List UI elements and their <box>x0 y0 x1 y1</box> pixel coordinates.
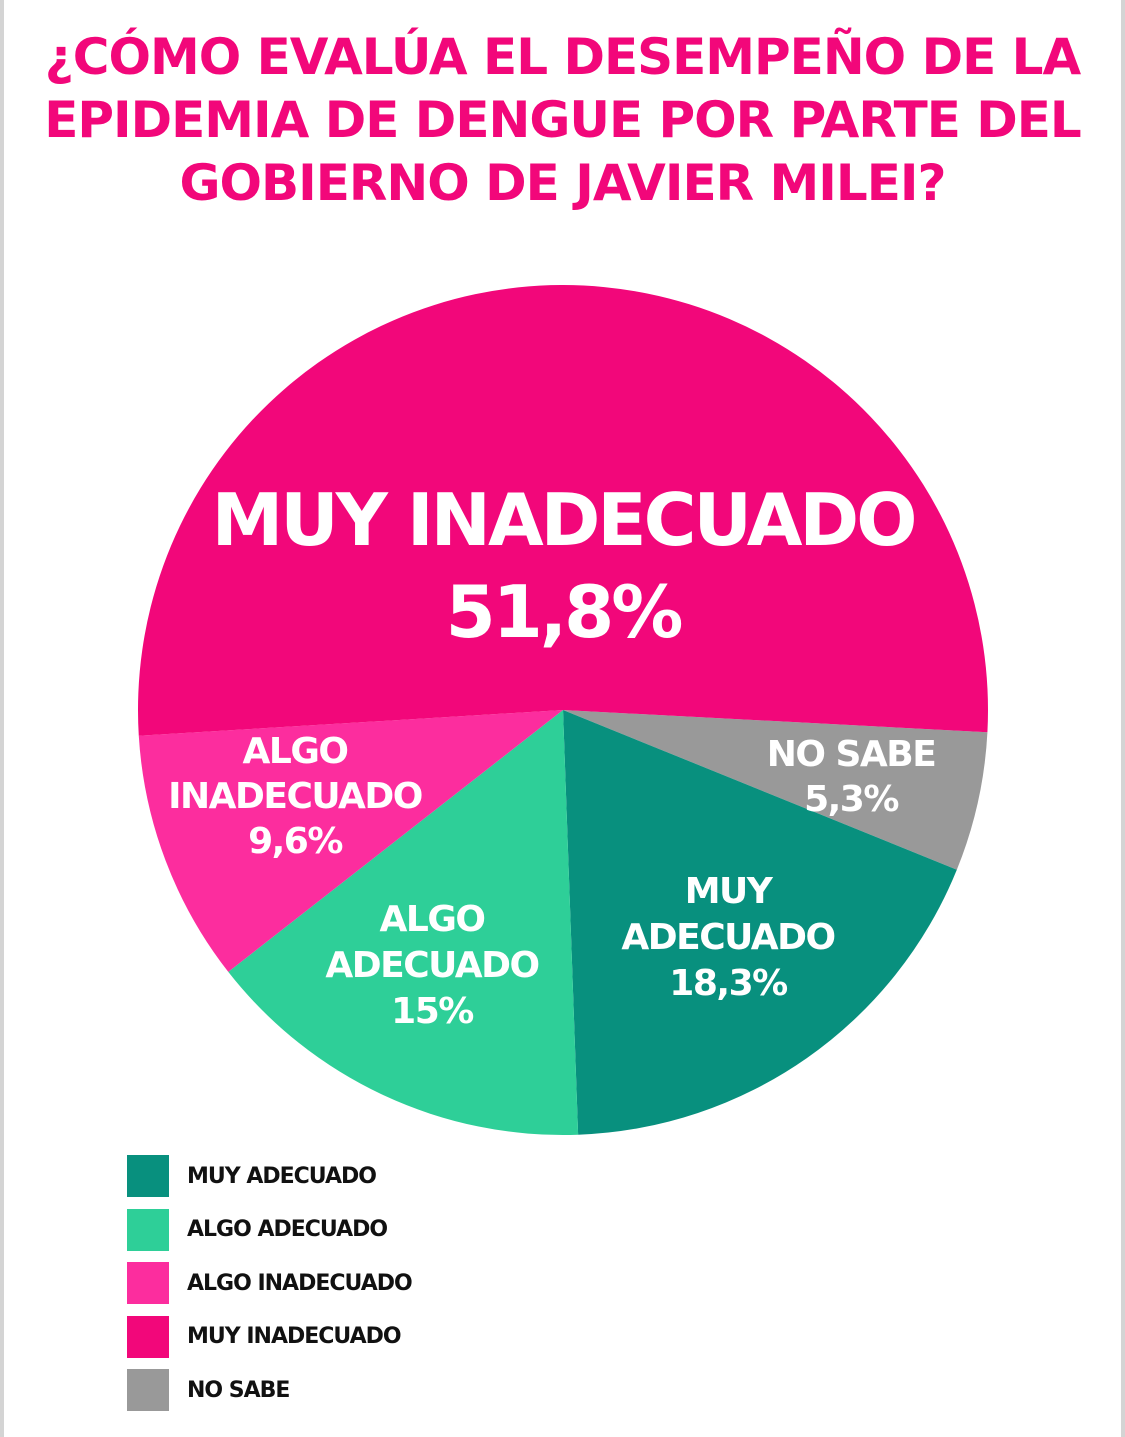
legend-label-algo-adecuado: ALGO ADECUADO <box>187 1217 388 1242</box>
slice-value-label: 9,6% <box>248 821 342 862</box>
legend-label-no-sabe: NO SABE <box>187 1377 290 1403</box>
pie-slice-muy-adecuado <box>563 710 957 1135</box>
slice-value-label: 18,3% <box>669 963 787 1004</box>
slice-value-label: 15% <box>391 991 473 1032</box>
slice-value-label: 51,8% <box>446 570 682 654</box>
legend-swatch-no-sabe <box>127 1369 169 1411</box>
slice-category-label: MUY <box>685 871 774 912</box>
chart-title: ¿CÓMO EVALÚA EL DESEMPEÑO DE LA EPIDEMIA… <box>44 28 1082 212</box>
slice-label-muy-inadecuado: MUY INADECUADO 51,8% <box>212 478 915 654</box>
legend-swatch-algo-inadecuado <box>127 1262 169 1304</box>
legend-item-muy-adecuado: MUY ADECUADO <box>127 1155 412 1197</box>
slice-category-label: ALGO <box>380 899 485 940</box>
slice-label-algo-inadecuado: ALGO INADECUADO 9,6% <box>168 731 422 862</box>
slice-label-muy-adecuado: MUY ADECUADO 18,3% <box>621 871 834 1004</box>
pie-slice-no-sabe <box>563 710 988 870</box>
slice-category-label: MUY INADECUADO <box>212 478 915 562</box>
slice-value-label: 5,3% <box>804 779 898 820</box>
legend-label-muy-adecuado: MUY ADECUADO <box>187 1163 377 1189</box>
legend-swatch-muy-inadecuado <box>127 1315 169 1358</box>
legend-label-muy-inadecuado: MUY INADECUADO <box>187 1324 402 1349</box>
pie-slice-muy-inadecuado <box>137 285 988 736</box>
legend-swatch-algo-adecuado <box>127 1208 169 1251</box>
legend-item-no-sabe: NO SABE <box>127 1369 412 1411</box>
slice-label-no-sabe: NO SABE 5,3% <box>767 734 936 820</box>
slice-label-algo-adecuado: ALGO ADECUADO 15% <box>325 899 538 1032</box>
slice-category-label: ADECUADO <box>325 945 538 986</box>
slice-category-label: ADECUADO <box>621 917 834 958</box>
legend-item-algo-adecuado: ALGO ADECUADO <box>127 1208 412 1251</box>
pie-slice-algo-adecuado <box>228 710 579 1135</box>
slice-category-label: ALGO <box>243 731 348 772</box>
pie-slice-algo-inadecuado <box>138 710 563 972</box>
chart-legend: MUY ADECUADO ALGO ADECUADO ALGO INADECUA… <box>127 1155 413 1423</box>
slice-category-label: NO SABE <box>767 734 936 775</box>
slice-category-label: INADECUADO <box>168 776 422 817</box>
legend-label-algo-inadecuado: ALGO INADECUADO <box>187 1270 413 1296</box>
legend-item-algo-inadecuado: ALGO INADECUADO <box>127 1262 413 1304</box>
legend-swatch-muy-adecuado <box>127 1155 169 1197</box>
legend-item-muy-inadecuado: MUY INADECUADO <box>127 1315 412 1358</box>
